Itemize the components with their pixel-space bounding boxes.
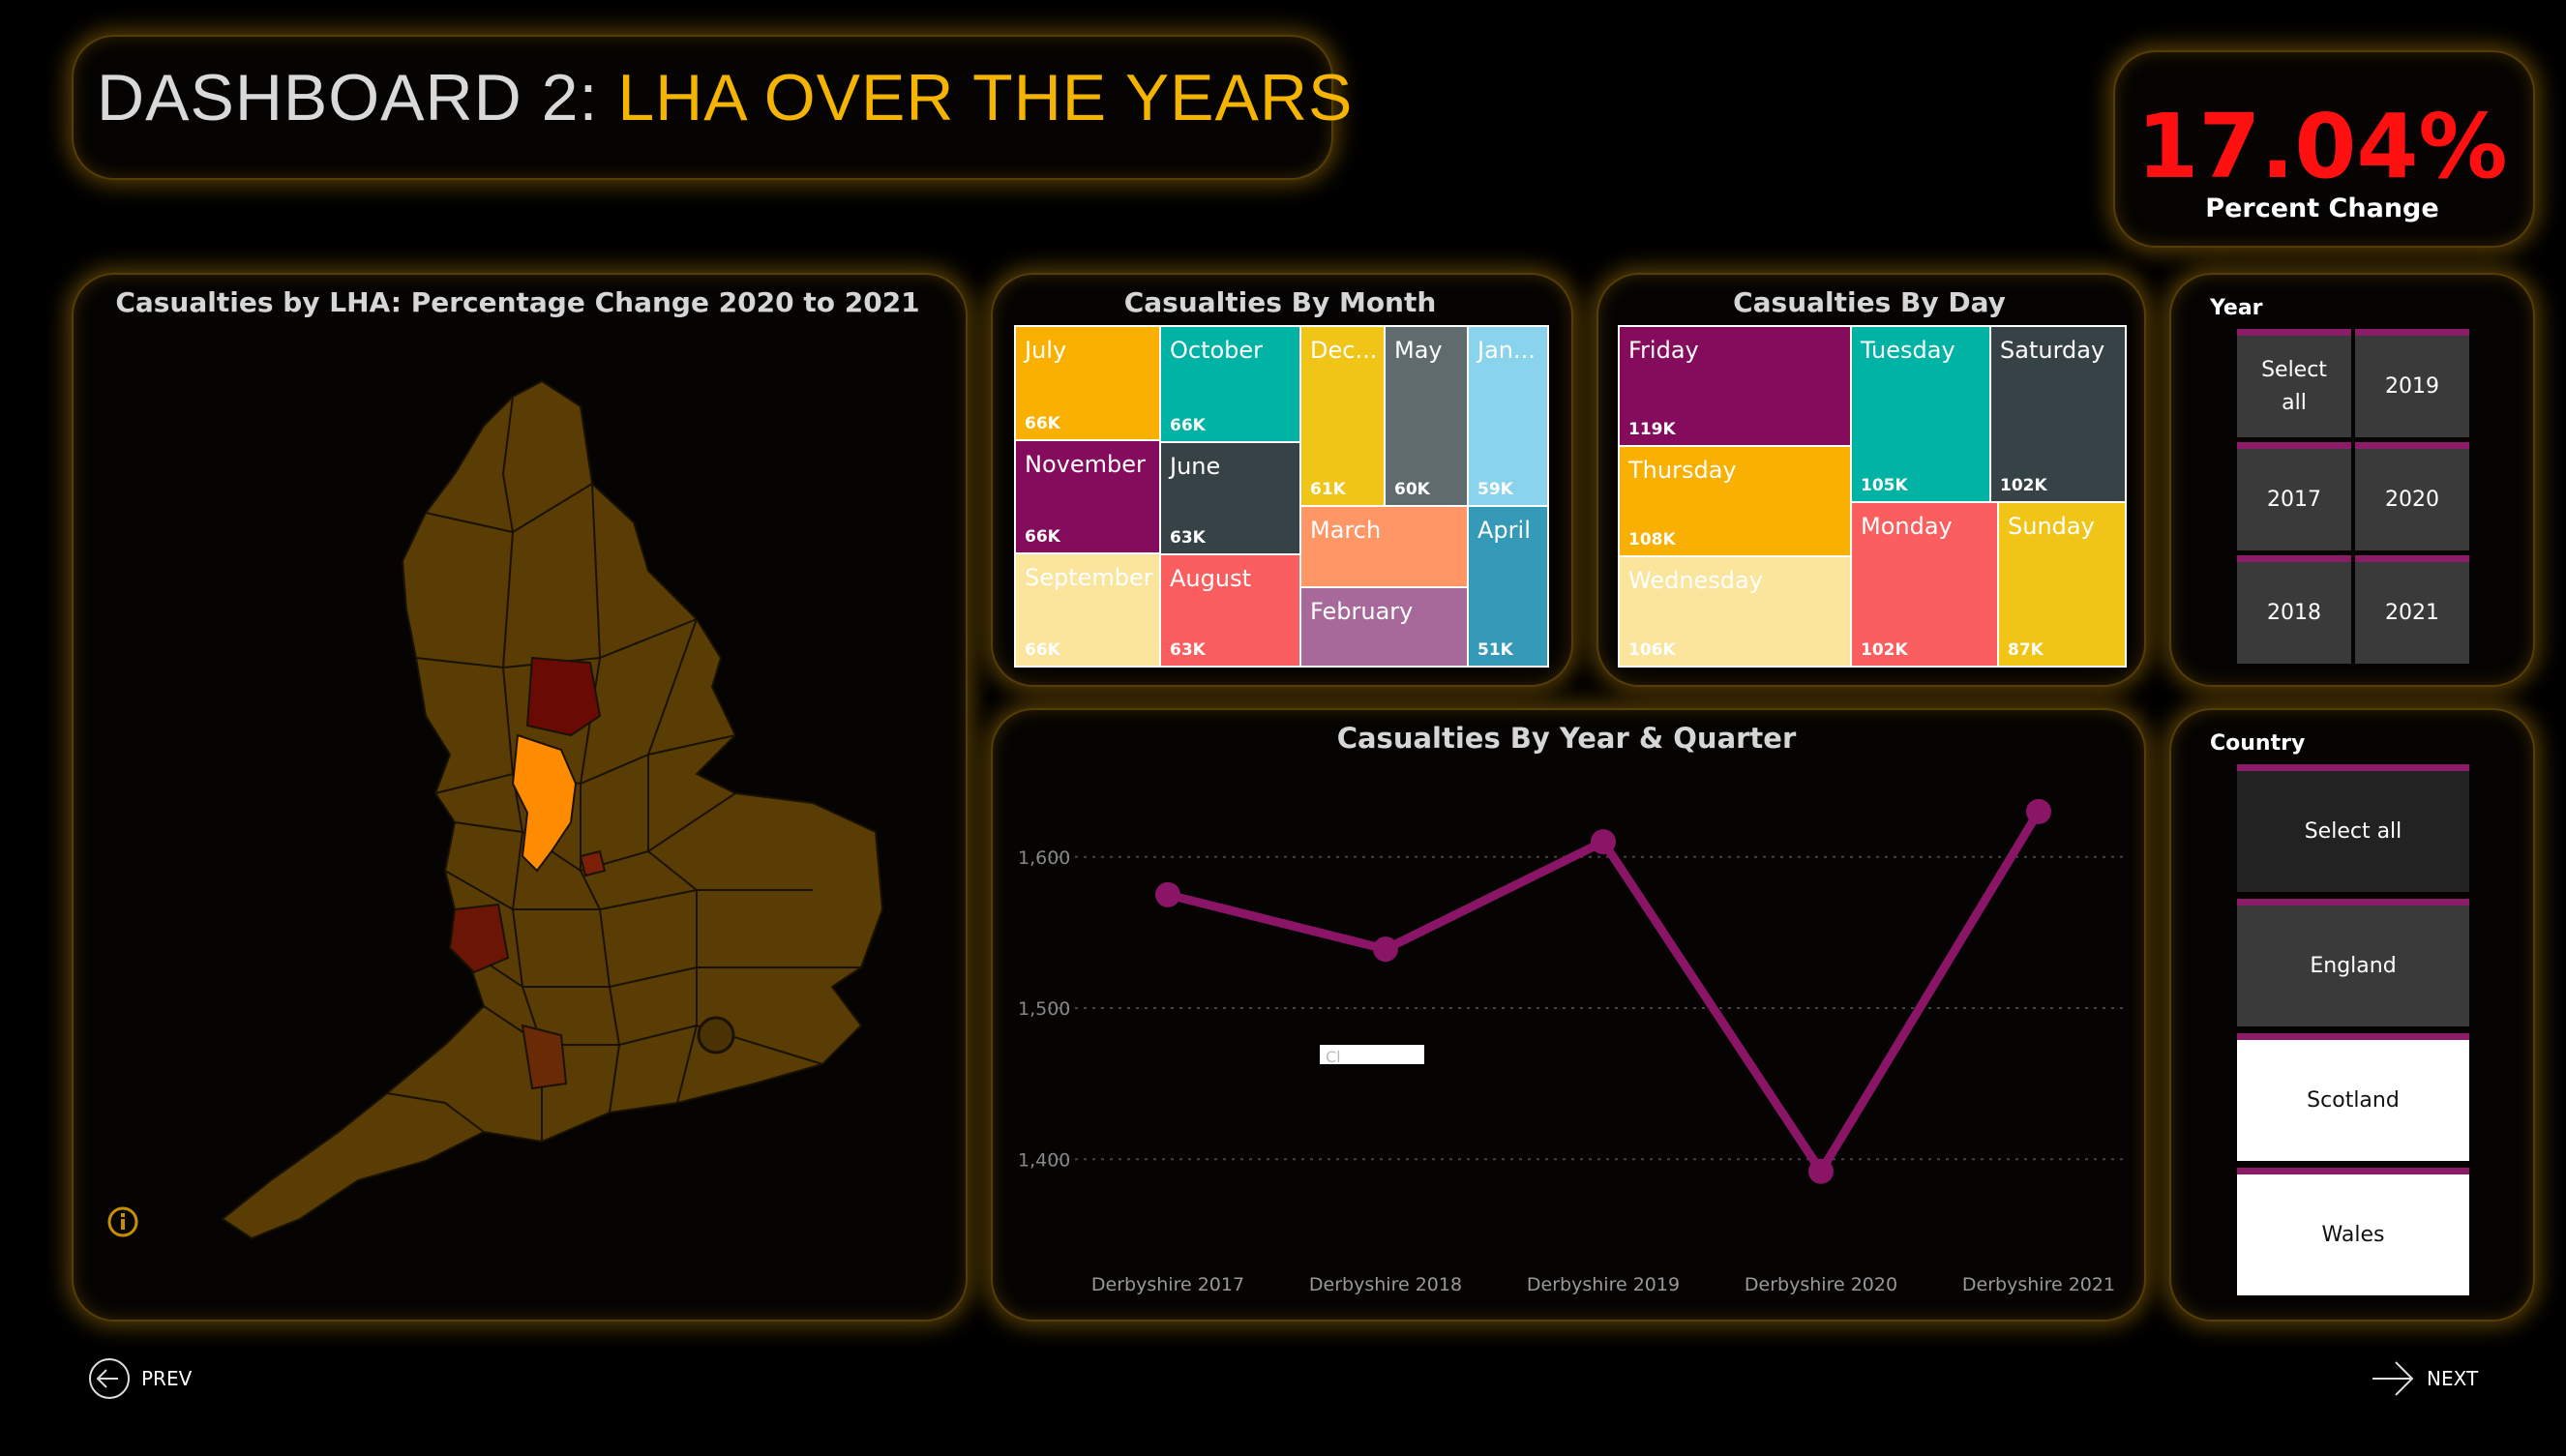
year-tile-2018[interactable]: 2018	[2237, 555, 2351, 664]
overlay-label-box	[1320, 1045, 1424, 1064]
map-title: Casualties by LHA: Percentage Change 202…	[115, 286, 920, 318]
country-tile-england[interactable]: England	[2237, 899, 2469, 1026]
prev-button[interactable]: PREV	[87, 1356, 192, 1401]
treemap-cell-april[interactable]: April 51K	[1468, 506, 1548, 667]
x-tick-label: Derbyshire 2021	[1962, 1274, 2115, 1295]
treemap-cell-march[interactable]: March	[1300, 506, 1468, 587]
y-tick-label: 1,500	[1018, 998, 1070, 1020]
treemap-cell-may[interactable]: May 60K	[1385, 326, 1468, 506]
month-treemap-title: Casualties By Month	[1123, 286, 1437, 318]
overlay-label: Cl	[1326, 1048, 1341, 1066]
kpi-card	[2113, 50, 2535, 248]
title-panel	[72, 35, 1333, 180]
map-region-dark-red-west	[448, 903, 510, 974]
map-region-derbyshire	[511, 733, 578, 873]
y-tick-label: 1,600	[1018, 847, 1070, 869]
x-tick-label: Derbyshire 2019	[1527, 1274, 1680, 1295]
treemap-cell-june[interactable]: June 63K	[1160, 442, 1300, 554]
percent-change-label: Percent Change	[2205, 193, 2439, 223]
map-region-dark-red-north	[525, 656, 602, 737]
treemap-cell-september[interactable]: September 66K	[1015, 553, 1160, 667]
map-region-red-small	[579, 849, 607, 877]
line-chart-title: Casualties By Year & Quarter	[1336, 722, 1797, 755]
treemap-cell-tuesday[interactable]: Tuesday 105K	[1851, 326, 1990, 502]
year-slicer-panel	[2169, 273, 2535, 687]
year-tile-2020[interactable]: 2020	[2355, 442, 2469, 550]
series-line	[1166, 809, 2043, 1176]
y-tick-label: 1,400	[1018, 1149, 1070, 1171]
year-tile-2021[interactable]: 2021	[2355, 555, 2469, 664]
arrow-right-icon	[2372, 1361, 2414, 1396]
treemap-cell-sunday[interactable]: Sunday 87K	[1998, 502, 2126, 667]
next-button[interactable]: NEXT	[2369, 1356, 2478, 1401]
year-tile-2019[interactable]: 2019	[2355, 329, 2469, 437]
lha-map[interactable]	[194, 368, 890, 1248]
data-point	[2026, 798, 2051, 824]
year-tile-2017[interactable]: 2017	[2237, 442, 2351, 550]
treemap-cell-december[interactable]: Dec... 61K	[1300, 326, 1385, 506]
year-tile-select-all[interactable]: Select all	[2237, 329, 2351, 437]
treemap-cell-october[interactable]: October 66K	[1160, 326, 1300, 442]
day-treemap-title: Casualties By Day	[1733, 286, 2006, 318]
line-chart[interactable]: 1,600 1,500 1,400 Derbyshire 2017 Derbyshire…	[991, 708, 2142, 1318]
x-tick-label: Derbyshire 2018	[1309, 1274, 1462, 1295]
treemap-cell-november[interactable]: November 66K	[1015, 440, 1160, 553]
arrow-left-icon	[89, 1358, 130, 1399]
map-region-brown-south	[521, 1024, 568, 1090]
prev-label: PREV	[141, 1367, 193, 1390]
treemap-cell-january[interactable]: Jan... 59K	[1468, 326, 1548, 506]
country-slicer-title: Country	[2210, 731, 2306, 756]
x-tick-label: Derbyshire 2017	[1091, 1274, 1244, 1295]
year-slicer-title: Year	[2210, 296, 2263, 320]
country-tile-wales[interactable]: Wales	[2237, 1168, 2469, 1295]
day-treemap: Friday 119K Thursday 108K Wednesday 106K Tu…	[1618, 325, 2127, 668]
treemap-cell-friday[interactable]: Friday 119K	[1619, 326, 1851, 446]
month-treemap: July 66K November 66K September 66K October…	[1014, 325, 1549, 668]
percent-change-value: 17.04%	[2136, 95, 2508, 198]
treemap-cell-august[interactable]: August 63K	[1160, 554, 1300, 667]
treemap-cell-saturday[interactable]: Saturday 102K	[1990, 326, 2126, 502]
treemap-cell-february[interactable]: February	[1300, 587, 1468, 667]
country-tile-select-all[interactable]: Select all	[2237, 764, 2469, 892]
treemap-cell-july[interactable]: July 66K	[1015, 326, 1160, 440]
treemap-cell-wednesday[interactable]: Wednesday 106K	[1619, 556, 1851, 667]
info-icon[interactable]	[106, 1205, 139, 1238]
line-chart-panel	[991, 708, 2146, 1322]
x-tick-label: Derbyshire 2020	[1745, 1274, 1897, 1295]
page-title: DASHBOARD 2: LHA OVER THE YEARS	[97, 61, 1354, 134]
map-london	[697, 1016, 735, 1055]
data-point	[1155, 881, 1180, 907]
data-point	[1591, 829, 1616, 855]
treemap-cell-thursday[interactable]: Thursday 108K	[1619, 446, 1851, 556]
country-tile-scotland[interactable]: Scotland	[2237, 1033, 2469, 1161]
next-label: NEXT	[2427, 1367, 2479, 1390]
data-point	[1808, 1158, 1834, 1184]
data-point	[1373, 936, 1398, 963]
treemap-cell-monday[interactable]: Monday 102K	[1851, 502, 1998, 667]
